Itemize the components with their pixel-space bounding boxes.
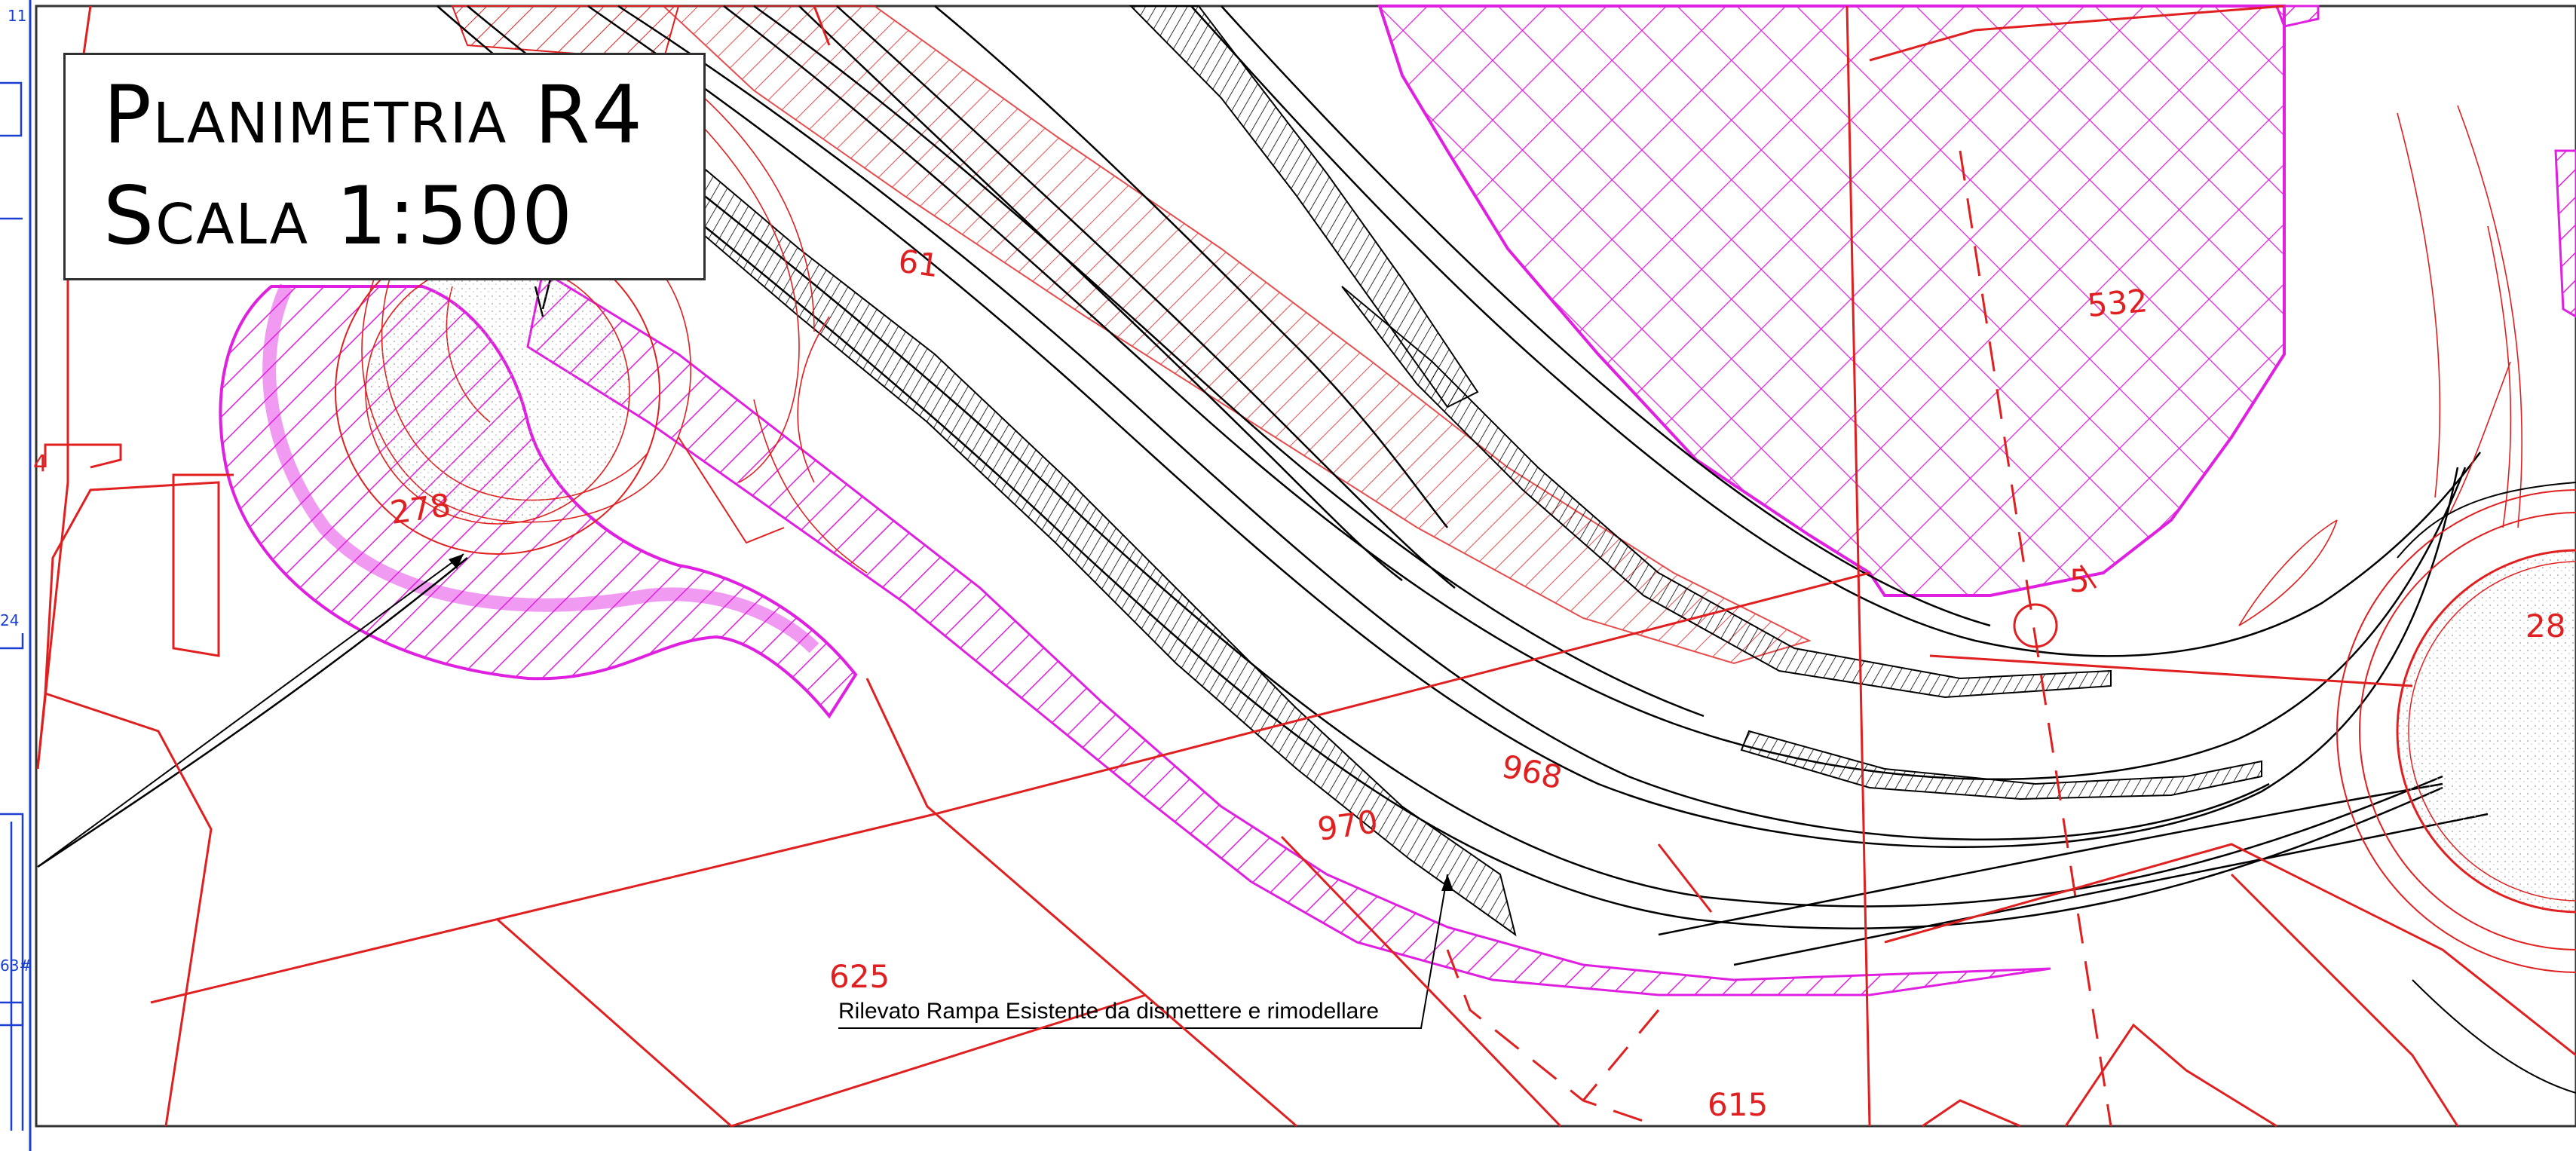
hatched-strip-ramp	[526, 269, 2051, 996]
leader-line-278	[37, 553, 464, 868]
edge-label-4: 4	[33, 451, 47, 477]
drawing-title: Planimetria R4	[103, 69, 645, 161]
callout-note: Rilevato Rampa Esistente da dismettere e…	[838, 999, 1379, 1024]
edge-label-11: 11	[8, 7, 26, 25]
roundabout-right	[2336, 482, 2576, 1094]
hatched-band-278	[262, 283, 819, 654]
parcel-label-5: 5	[2069, 562, 2090, 599]
crosshatch-area-532	[1377, 5, 2286, 597]
title-block: Planimetria R4 Scala 1:500	[63, 53, 706, 280]
ramp-embankment-ticks	[692, 164, 1517, 937]
parcel-label-625: 625	[829, 958, 890, 995]
parcel-label-970: 970	[1316, 803, 1380, 848]
leader-arrow-278	[449, 554, 464, 569]
cadastral-lines	[36, 5, 2576, 1128]
drawing-scale: Scala 1:500	[103, 170, 574, 262]
parcel-label-968: 968	[1499, 748, 1566, 797]
parcel-label-278: 278	[388, 486, 453, 531]
parcel-label-532: 532	[2086, 282, 2149, 324]
road-lines	[37, 5, 2489, 966]
drawing-frame	[35, 5, 2576, 1128]
hatched-edge-top	[2274, 5, 2320, 28]
ramp-embankment-ticks-low	[1740, 730, 2262, 800]
edge-label-63: 63#	[0, 957, 32, 975]
leader-line-callout	[838, 874, 1448, 1029]
parcel-label-28: 28	[2525, 608, 2565, 644]
hatched-edge-top-right	[2554, 149, 2576, 318]
edge-label-24: 24	[0, 611, 19, 629]
leader-arrow-callout	[1441, 874, 1453, 891]
left-edge-fragments	[0, 81, 24, 1131]
parcel-label-61: 61	[896, 242, 942, 284]
roundabout-left	[335, 229, 785, 555]
parcel-label-615: 615	[1708, 1086, 1768, 1123]
ramp-embankment-ticks-mid	[1341, 286, 2112, 699]
